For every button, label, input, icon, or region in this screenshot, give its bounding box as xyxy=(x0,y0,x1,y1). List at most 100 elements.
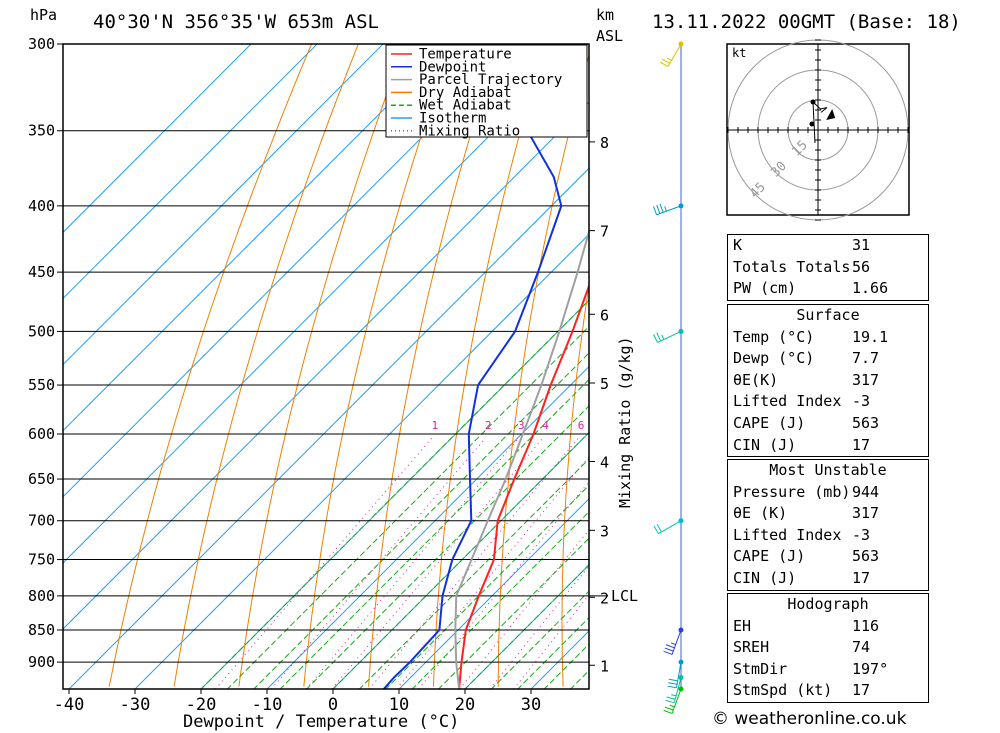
mixing-ratio-axis-title: Mixing Ratio (g/kg) xyxy=(616,336,634,508)
mixing-ratio-line xyxy=(271,437,487,689)
wind-barb-flag xyxy=(668,682,678,685)
temperature-tick-label: 20 xyxy=(455,695,475,715)
wet-adiabat-line xyxy=(305,405,589,689)
height-tick-label: 5 xyxy=(600,375,609,393)
isotherm-line xyxy=(63,44,384,366)
height-tick-label: 3 xyxy=(600,522,609,540)
dry-adiabat-line xyxy=(497,53,589,687)
row-value: 17 xyxy=(852,568,871,587)
mixing-ratio-label: 1 xyxy=(431,419,438,432)
row-value: -3 xyxy=(852,392,871,411)
pressure-tick-label: 600 xyxy=(28,425,55,443)
table-row: EH 116 xyxy=(728,616,928,638)
row-value: 7.7 xyxy=(852,349,880,368)
wind-barb-staff xyxy=(657,330,682,343)
row-value: 74 xyxy=(852,638,871,657)
height-tick-label: 6 xyxy=(600,306,609,324)
row-label: CIN (J) xyxy=(733,568,797,587)
mixing-ratio-line xyxy=(305,437,520,689)
row-value: 116 xyxy=(852,616,880,635)
table-row: CAPE (J) 563 xyxy=(728,546,928,568)
mixing-ratio-label: 25 xyxy=(715,419,728,432)
mixing-ratio-label: 8 xyxy=(604,419,611,432)
temperature-tick-label: 10 xyxy=(389,695,409,715)
mixing-ratio-label: 20 xyxy=(692,419,705,432)
table-row: Totals Totals 56 xyxy=(728,257,928,279)
temperature-tick-label: -40 xyxy=(54,695,85,715)
pressure-tick-label: 900 xyxy=(28,653,55,671)
legend-label: Temperature xyxy=(419,47,512,63)
height-unit-km: km xyxy=(596,6,614,24)
wind-barb-flag xyxy=(653,334,658,343)
indices-table: K 31 Totals Totals 56 PW (cm) 1.66 xyxy=(727,234,929,301)
wet-adiabat-line xyxy=(332,431,589,689)
height-tick-label: 4 xyxy=(600,453,609,471)
row-label: Lifted Index xyxy=(733,392,842,411)
row-value: 317 xyxy=(852,370,880,389)
wind-barb-flag xyxy=(666,57,672,61)
wet-adiabat-line xyxy=(517,616,589,689)
mixing-ratio-line xyxy=(368,437,580,689)
wind-barb-staff xyxy=(671,688,682,714)
row-label: θE (K) xyxy=(733,504,788,523)
table-row: Pressure (mb) 944 xyxy=(728,482,928,504)
table-row: θE (K) 317 xyxy=(728,503,928,525)
wind-barb-flag xyxy=(653,525,659,534)
table-title: Surface xyxy=(796,306,860,324)
mixing-ratio-label: 2 xyxy=(485,419,492,432)
mixing-ratio-label: 6 xyxy=(578,419,585,432)
wind-barb-flag xyxy=(656,332,662,342)
temperature-tick-label: -30 xyxy=(120,695,151,715)
wet-adiabat-line xyxy=(279,378,589,689)
row-label: EH xyxy=(733,616,752,635)
hodograph-trace xyxy=(812,100,828,144)
hodograph-point xyxy=(810,99,816,105)
wind-barb-flag xyxy=(656,204,661,214)
temperature-profile xyxy=(458,283,589,689)
wind-barb-staff xyxy=(667,43,682,67)
pressure-tick-label: 850 xyxy=(28,621,55,639)
row-label: StmSpd (kt) xyxy=(733,681,833,700)
wind-barb-staff xyxy=(671,629,682,655)
row-label: Pressure (mb) xyxy=(733,482,851,501)
row-value: 317 xyxy=(852,504,880,523)
wind-barb-flag xyxy=(659,61,669,67)
dry-adiabat-line xyxy=(108,44,313,687)
isotherm-line xyxy=(63,44,450,432)
wet-adiabat-line xyxy=(200,299,589,689)
wind-barb-staff xyxy=(675,662,682,688)
row-value: 17 xyxy=(852,435,871,454)
row-label: PW (cm) xyxy=(733,279,797,298)
row-value: 17 xyxy=(852,681,871,700)
row-label: K xyxy=(733,236,743,254)
plot-frame xyxy=(62,43,590,690)
surface-table: Surface Temp (°C) 19.1 Dewp (°C) 7.7 θE(K) 317… xyxy=(727,304,929,458)
dewpoint-profile xyxy=(383,44,563,689)
height-tick-label: 2 xyxy=(600,589,609,607)
row-value: 197° xyxy=(852,659,889,678)
wind-barb-flag xyxy=(665,644,675,649)
mixing-ratio-line xyxy=(513,594,589,689)
wind-barb-flag xyxy=(653,206,658,215)
wind-barb-flag xyxy=(663,650,673,655)
pressure-tick-label: 550 xyxy=(28,376,55,394)
dry-adiabat-line xyxy=(368,44,500,687)
table-row: Dewp (°C) 7.7 xyxy=(728,348,928,370)
table-title: Hodograph xyxy=(787,595,869,613)
table-row: PW (cm) 1.66 xyxy=(728,278,928,300)
dry-adiabat-line xyxy=(958,25,1000,687)
axes: 300350400450500550600650700750800850900-… xyxy=(28,35,638,715)
hodograph-unit-label: kt xyxy=(732,46,746,60)
wind-barb-flag xyxy=(661,334,665,340)
row-value: -3 xyxy=(852,525,871,544)
table-row: K 31 xyxy=(728,235,928,257)
wind-barb-flag xyxy=(664,206,667,212)
isotherm-line xyxy=(134,233,589,689)
wind-barb-flag xyxy=(668,678,678,682)
parcel-trajectory-profile xyxy=(454,228,589,689)
wind-barb-flag xyxy=(663,709,673,714)
table-row: θE(K) 317 xyxy=(728,370,928,392)
row-label: CAPE (J) xyxy=(733,413,806,432)
